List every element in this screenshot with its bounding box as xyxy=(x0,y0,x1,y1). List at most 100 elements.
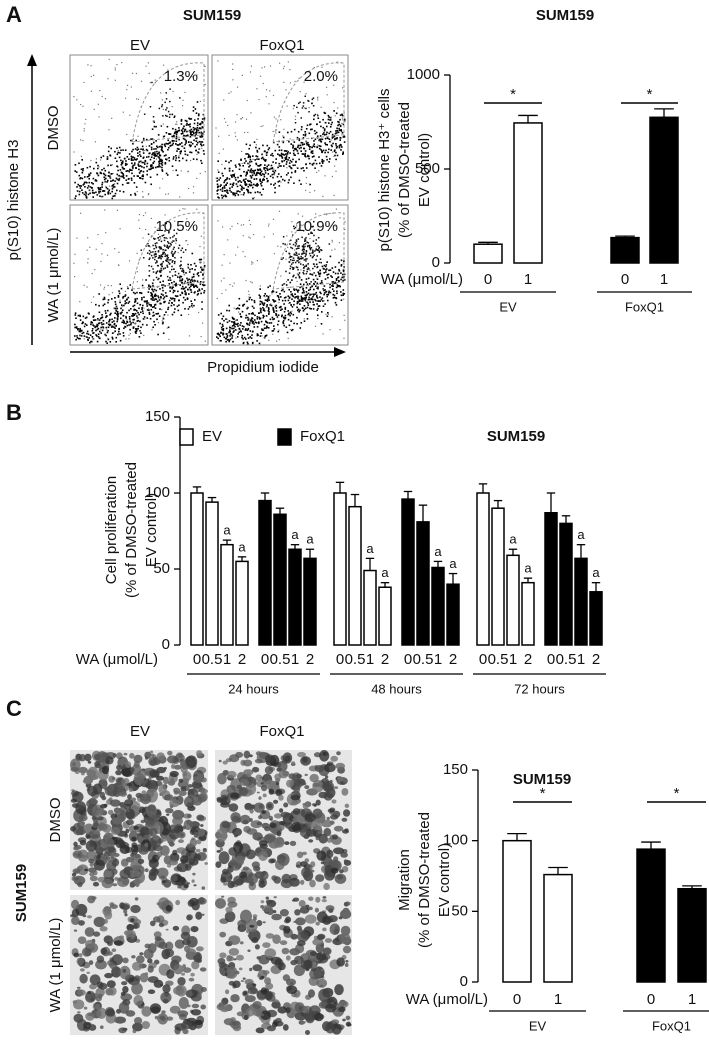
flow-dot xyxy=(125,316,127,318)
flow-dot xyxy=(86,194,87,195)
flow-dot xyxy=(239,165,241,167)
flow-dot xyxy=(341,146,343,148)
micrograph-blob xyxy=(270,823,277,829)
flow-dot xyxy=(160,258,162,260)
micrograph-blob xyxy=(277,1006,287,1013)
flow-dot xyxy=(81,169,83,171)
flow-dot xyxy=(171,241,173,243)
flow-dot xyxy=(201,148,202,149)
flow-dot xyxy=(272,161,274,163)
micrograph-blob xyxy=(258,851,268,861)
flow-dot xyxy=(129,316,131,318)
flow-dot xyxy=(222,325,224,327)
flow-dot xyxy=(175,132,177,134)
flow-dot xyxy=(344,320,345,321)
flow-dot xyxy=(165,194,166,195)
flow-dot xyxy=(248,148,250,150)
flow-dot xyxy=(319,262,321,264)
flow-dot xyxy=(239,305,241,307)
micrograph-blob xyxy=(129,788,134,792)
flow-dot xyxy=(237,190,239,192)
flow-dot xyxy=(118,333,119,334)
flow-dot xyxy=(161,167,163,169)
flow-dot xyxy=(74,198,76,200)
flow-dot xyxy=(116,165,118,167)
flow-dot xyxy=(322,162,324,164)
flow-dot xyxy=(108,172,110,174)
flow-dot xyxy=(173,170,174,171)
flow-dot xyxy=(158,134,160,136)
flow-dot xyxy=(83,183,85,185)
flow-dot xyxy=(274,192,276,194)
flow-dot xyxy=(315,275,317,277)
flow-dot xyxy=(249,324,251,326)
flow-dot xyxy=(118,329,120,331)
micrograph-blob xyxy=(308,989,315,997)
flow-dot xyxy=(256,340,258,342)
flow-dot xyxy=(220,340,222,342)
flow-dot xyxy=(297,248,299,250)
micrograph-blob xyxy=(339,869,344,873)
micrograph-blob xyxy=(122,986,128,993)
flow-dot xyxy=(142,149,144,151)
flow-dot xyxy=(299,303,301,305)
flow-dot xyxy=(298,309,300,311)
flow-dot xyxy=(236,183,238,185)
flow-dot xyxy=(234,283,235,284)
flow-dot xyxy=(132,322,134,324)
micrograph-blob xyxy=(263,794,267,798)
micrograph-blob xyxy=(196,946,204,951)
flow-dot xyxy=(335,302,337,304)
flow-dot xyxy=(123,112,124,113)
flow-dot xyxy=(298,159,300,161)
flow-dot xyxy=(119,190,121,192)
flow-dot xyxy=(237,247,238,248)
flow-dot xyxy=(224,185,226,187)
flow-dot xyxy=(341,299,343,301)
flow-dot xyxy=(327,152,329,154)
flow-dot xyxy=(173,281,175,283)
flow-dot xyxy=(84,335,86,337)
flow-dot xyxy=(160,264,162,266)
flow-dot xyxy=(268,164,270,166)
micrograph-blob xyxy=(139,847,149,855)
flow-dot xyxy=(105,310,107,312)
flow-dot xyxy=(187,289,189,291)
flow-dot xyxy=(321,141,323,143)
flow-dot xyxy=(244,132,245,133)
micrograph-blob xyxy=(292,824,301,833)
micrograph-blob xyxy=(323,896,327,899)
flow-dot xyxy=(195,265,197,267)
flow-dot xyxy=(246,315,248,317)
flow-dot xyxy=(248,328,250,330)
flow-dot xyxy=(176,275,177,276)
micrograph-blob xyxy=(173,964,183,974)
flow-dot xyxy=(100,157,102,159)
micrograph-blob xyxy=(330,756,338,762)
flow-dot xyxy=(227,177,229,179)
flow-dot xyxy=(96,158,97,159)
micrograph-blob xyxy=(311,870,314,873)
flow-dot xyxy=(142,237,143,238)
flow-dot xyxy=(257,334,259,336)
flow-dot xyxy=(339,270,341,272)
flow-dot xyxy=(282,135,283,136)
flow-dot xyxy=(144,150,145,151)
flow-dot xyxy=(230,183,232,185)
micrograph-blob xyxy=(317,979,328,988)
flow-dot xyxy=(87,331,89,333)
flow-dot xyxy=(302,308,304,310)
flow-dot xyxy=(336,279,338,281)
flow-dot xyxy=(156,159,157,160)
flow-dot xyxy=(280,296,282,298)
micrograph-blob xyxy=(93,818,98,824)
flow-dot xyxy=(344,315,345,316)
flow-dot xyxy=(292,262,294,264)
micrograph-blob xyxy=(85,927,95,937)
flow-dot xyxy=(135,140,137,142)
flow-x-axis-label: Propidium iodide xyxy=(207,359,319,376)
flow-dot xyxy=(217,220,218,221)
y-axis-label: Cell proliferation xyxy=(103,476,120,584)
flow-dot xyxy=(314,130,316,132)
flow-dot xyxy=(150,318,152,320)
